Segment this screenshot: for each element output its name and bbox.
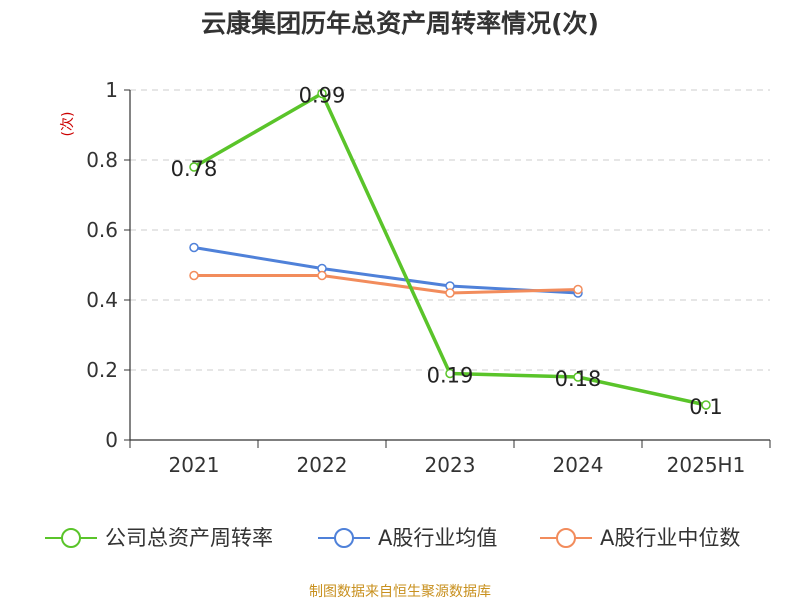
legend-label: A股行业中位数 bbox=[600, 526, 740, 550]
legend-marker bbox=[334, 528, 354, 548]
legend-marker bbox=[61, 528, 81, 548]
y-tick-label: 0.2 bbox=[86, 358, 118, 382]
x-tick-label: 2021 bbox=[169, 453, 220, 477]
data-point bbox=[445, 288, 455, 298]
data-label: 0.19 bbox=[427, 364, 474, 388]
series-1 bbox=[189, 242, 583, 298]
legend-item: A股行业中位数 bbox=[540, 526, 740, 550]
data-point bbox=[189, 162, 199, 172]
series-line bbox=[192, 246, 580, 295]
axes: 0 0.2 0.4 0.6 0.8 1 2021 2022 2023 2024 2025H1 bbox=[86, 78, 771, 477]
x-tick-label: 2023 bbox=[425, 453, 476, 477]
data-point bbox=[445, 368, 455, 379]
data-labels: 0.78 0.99 0.19 0.18 0.1 bbox=[171, 84, 723, 420]
series-line bbox=[192, 91, 708, 407]
legend-label: A股行业均值 bbox=[378, 526, 497, 550]
data-point bbox=[189, 270, 199, 281]
source-note: 制图数据来自恒生聚源数据库 bbox=[309, 584, 491, 600]
series-layer bbox=[189, 88, 711, 410]
data-label: 0.18 bbox=[555, 367, 602, 391]
data-point bbox=[189, 242, 199, 253]
legend-marker bbox=[556, 528, 576, 548]
legend-item: A股行业均值 bbox=[318, 526, 497, 550]
data-label: 0.99 bbox=[299, 84, 346, 108]
y-tick-label: 0.6 bbox=[86, 218, 118, 242]
gridlines bbox=[130, 89, 770, 371]
data-point bbox=[573, 284, 583, 295]
series-0 bbox=[189, 88, 711, 410]
legend-item: 公司总资产周转率 bbox=[45, 526, 273, 550]
series-line bbox=[192, 274, 580, 295]
data-point bbox=[573, 372, 583, 382]
x-tick-label: 2022 bbox=[297, 453, 348, 477]
y-tick-label: 0.4 bbox=[86, 288, 118, 312]
y-tick-label: 1 bbox=[105, 78, 118, 102]
data-point bbox=[701, 400, 711, 410]
chart-title: 云康集团历年总资产周转率情况(次) bbox=[201, 9, 599, 38]
x-tick-label: 2025H1 bbox=[667, 453, 746, 477]
legend-label: 公司总资产周转率 bbox=[105, 526, 273, 550]
data-label: 0.78 bbox=[171, 157, 218, 181]
x-tick-label: 2024 bbox=[553, 453, 604, 477]
y-axis-label: (次) bbox=[60, 112, 76, 137]
y-tick-label: 0 bbox=[105, 428, 118, 452]
y-tick-label: 0.8 bbox=[86, 148, 118, 172]
data-point bbox=[317, 270, 327, 281]
legend: 公司总资产周转率 A股行业均值 A股行业中位数 bbox=[45, 526, 740, 550]
data-point bbox=[317, 88, 327, 99]
series-2 bbox=[189, 270, 583, 298]
data-label: 0.1 bbox=[689, 395, 722, 419]
